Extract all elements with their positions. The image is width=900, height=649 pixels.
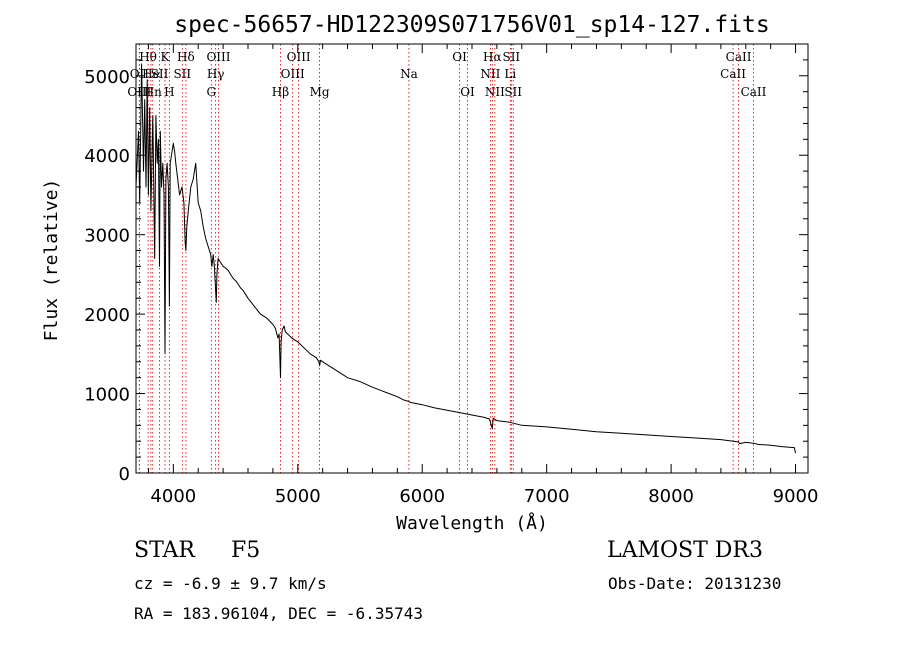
line-label: SII xyxy=(502,50,520,64)
y-tick-label: 1000 xyxy=(84,385,130,406)
line-label: K xyxy=(161,50,171,64)
line-label: SII xyxy=(504,85,522,99)
line-label: Hα xyxy=(483,50,502,64)
x-tick-label: 5000 xyxy=(275,486,321,507)
line-label: CaII xyxy=(720,67,746,81)
redshift-text: cz = -6.9 ± 9.7 km/s xyxy=(134,574,327,593)
y-tick-label: 4000 xyxy=(84,146,130,167)
line-label: OI xyxy=(460,85,475,99)
line-label: OIII xyxy=(287,50,311,64)
object-class-row: STAR F5 xyxy=(134,538,260,563)
line-label: Hθ xyxy=(139,50,157,64)
line-label: Hn xyxy=(144,85,162,99)
obs-date: Obs-Date: 20131230 xyxy=(608,574,782,593)
coordinates: RA = 183.96104, DEC = -6.35743 xyxy=(134,604,423,623)
line-label: Hδ xyxy=(177,50,195,64)
y-axis: 0 1000 2000 3000 4000 5000 xyxy=(84,43,808,485)
x-tick-label: 7000 xyxy=(524,486,570,507)
line-label: G xyxy=(206,85,216,99)
line-label: OIII xyxy=(281,67,305,81)
y-tick-label: 2000 xyxy=(84,305,130,326)
line-label: H xyxy=(164,85,174,99)
line-label: NII xyxy=(480,67,500,81)
line-label: SII xyxy=(173,67,191,81)
subclass: F5 xyxy=(231,538,261,563)
line-label: NII xyxy=(485,85,505,99)
x-axis-label: Wavelength (Å) xyxy=(396,512,548,534)
survey-name: LAMOST DR3 xyxy=(607,538,763,563)
x-tick-label: 6000 xyxy=(399,486,445,507)
plot-frame xyxy=(135,43,809,474)
y-tick-label: 5000 xyxy=(84,67,130,88)
y-axis-label: Flux (relative) xyxy=(41,179,62,342)
y-tick-label: 3000 xyxy=(84,226,130,247)
line-label: Na xyxy=(400,67,418,81)
x-axis: 4000 5000 6000 7000 8000 9000 xyxy=(147,44,819,507)
line-label: OIII xyxy=(206,50,230,64)
spectrum-line xyxy=(135,63,797,454)
line-label: Li xyxy=(504,67,516,81)
line-label: Mg xyxy=(310,85,330,99)
line-label: OI xyxy=(452,50,467,64)
x-tick-label: 4000 xyxy=(150,486,196,507)
line-markers xyxy=(138,44,754,473)
y-tick-label: 0 xyxy=(119,464,130,485)
object-class: STAR xyxy=(134,538,195,563)
line-label: Hβ xyxy=(272,85,289,99)
line-label: CaII xyxy=(741,85,767,99)
line-label: OII xyxy=(130,67,150,81)
line-label: CaII xyxy=(726,50,752,64)
line-label: OIII xyxy=(127,85,151,99)
x-tick-label: 9000 xyxy=(773,486,819,507)
x-tick-label: 8000 xyxy=(648,486,694,507)
line-label: Hγ xyxy=(207,67,225,81)
chart-title: spec-56657-HD122309S071756V01_sp14-127.f… xyxy=(174,12,769,38)
line-label: SII xyxy=(151,67,169,81)
line-label: He xyxy=(142,67,160,81)
spectrum-series xyxy=(135,63,797,454)
